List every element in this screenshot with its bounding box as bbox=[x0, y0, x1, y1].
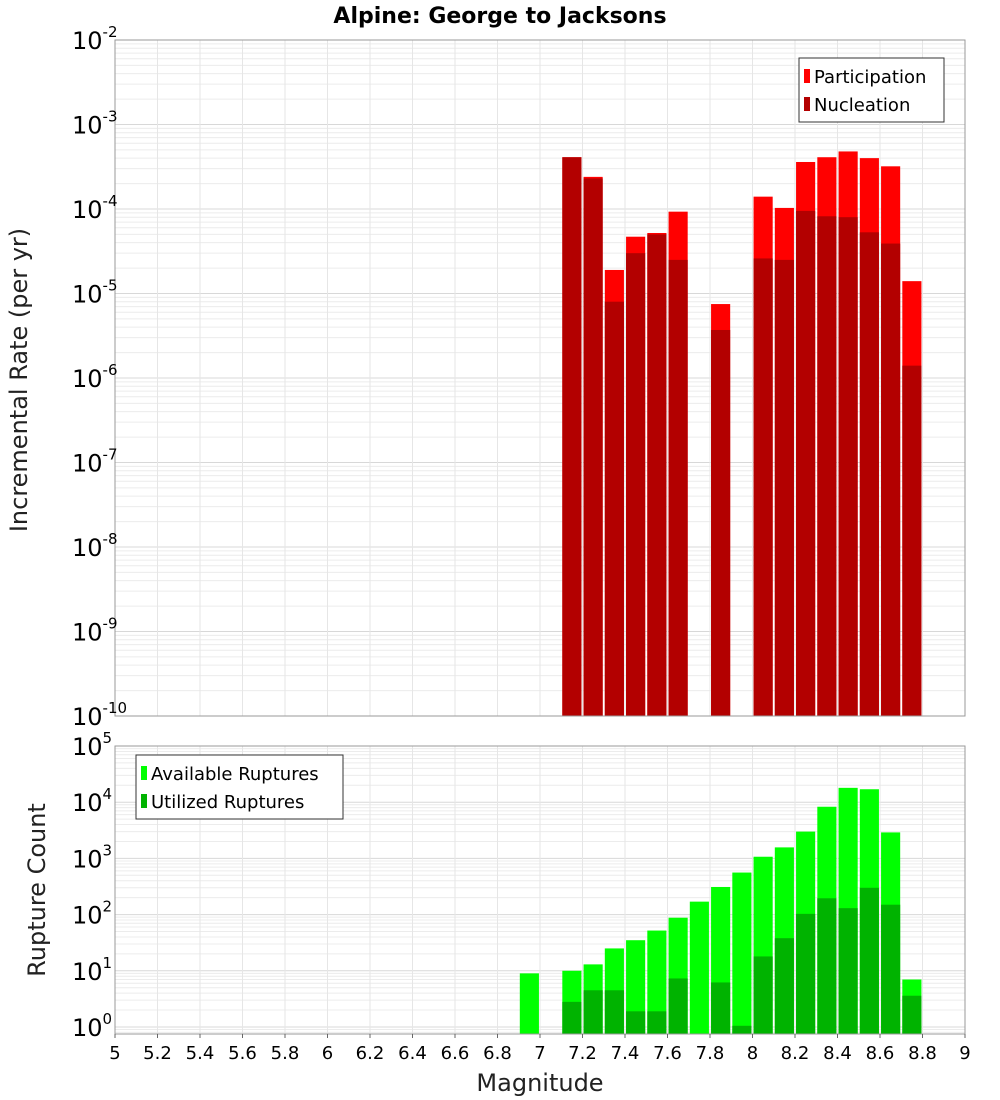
top-panel: 10-10 10-9 10-8 10-7 10-6 10-5 10-4 10-3 10-2 In… bbox=[5, 23, 966, 731]
x-tick-label: 7.4 bbox=[611, 1043, 640, 1064]
x-tick-label: 5.8 bbox=[271, 1043, 300, 1064]
utilized-ruptures-bar bbox=[796, 913, 816, 1034]
legend-swatch bbox=[141, 794, 147, 808]
legend-box bbox=[798, 57, 945, 123]
bottom-y-tick-labels: 100 101 102 103 104 105 bbox=[72, 729, 112, 1042]
x-tick-label: 6.4 bbox=[398, 1043, 427, 1064]
y-tick-label: 105 bbox=[72, 729, 112, 761]
x-tick-label: 9 bbox=[959, 1043, 970, 1064]
y-tick-label: 102 bbox=[72, 898, 112, 930]
utilized-ruptures-bar bbox=[859, 887, 879, 1034]
nucleation-bar bbox=[604, 301, 624, 716]
legend-label: Nucleation bbox=[814, 95, 910, 116]
utilized-ruptures-bar bbox=[732, 1025, 752, 1034]
utilized-ruptures-bar bbox=[562, 1001, 582, 1034]
x-tick-label: 6.8 bbox=[483, 1043, 512, 1064]
nucleation-bar bbox=[583, 178, 603, 717]
x-tick-label: 7.6 bbox=[653, 1043, 682, 1064]
y-tick-label: 10-9 bbox=[72, 615, 118, 647]
utilized-ruptures-bar bbox=[881, 904, 901, 1034]
nucleation-bar bbox=[859, 232, 879, 716]
x-axis-label: Magnitude bbox=[476, 1069, 603, 1097]
y-tick-label: 101 bbox=[72, 954, 112, 986]
available-ruptures-bar bbox=[647, 930, 667, 1034]
legend-swatch bbox=[804, 69, 810, 83]
y-tick-label: 10-2 bbox=[72, 23, 118, 55]
legend-swatch bbox=[141, 766, 147, 780]
x-tick-label: 6.6 bbox=[441, 1043, 470, 1064]
nucleation-bar bbox=[817, 216, 837, 717]
y-tick-label: 10-7 bbox=[72, 446, 118, 478]
utilized-ruptures-bar bbox=[626, 1011, 646, 1034]
y-tick-label: 104 bbox=[72, 785, 112, 817]
utilized-ruptures-bar bbox=[838, 908, 858, 1034]
available-ruptures-bar bbox=[626, 940, 646, 1034]
utilized-ruptures-bar bbox=[817, 898, 837, 1034]
x-tick-label: 8.2 bbox=[781, 1043, 810, 1064]
legend-box bbox=[135, 754, 344, 820]
y-tick-label: 10-8 bbox=[72, 530, 118, 562]
available-ruptures-bar bbox=[732, 872, 752, 1034]
utilized-ruptures-bar bbox=[774, 938, 794, 1034]
nucleation-bar bbox=[796, 210, 816, 716]
x-tick-label: 6.2 bbox=[356, 1043, 385, 1064]
nucleation-bar bbox=[881, 243, 901, 716]
nucleation-bar bbox=[711, 329, 731, 716]
top-grid bbox=[114, 40, 966, 717]
chart-title: Alpine: George to Jacksons bbox=[333, 4, 666, 29]
x-tick-label: 7 bbox=[534, 1043, 545, 1064]
x-tick-labels: 5 5.2 5.4 5.6 5.8 6 6.2 6.4 6.6 6.8 7 7.2 7.4 7.6 7.8 8… bbox=[109, 1034, 971, 1064]
y-tick-label: 10-6 bbox=[72, 361, 118, 393]
x-tick-label: 5.4 bbox=[186, 1043, 215, 1064]
nucleation-bar bbox=[647, 234, 667, 717]
y-tick-label: 100 bbox=[72, 1010, 112, 1042]
available-ruptures-bar bbox=[519, 973, 539, 1034]
bottom-bars bbox=[519, 787, 922, 1034]
x-tick-label: 5 bbox=[109, 1043, 120, 1064]
utilized-ruptures-bar bbox=[583, 990, 603, 1034]
top-legend: Participation Nucleation bbox=[798, 57, 945, 123]
nucleation-bar bbox=[626, 253, 646, 716]
y-tick-label: 10-3 bbox=[72, 108, 118, 140]
x-tick-label: 8.4 bbox=[823, 1043, 852, 1064]
legend-label: Utilized Ruptures bbox=[151, 792, 304, 813]
x-tick-label: 7.2 bbox=[568, 1043, 597, 1064]
top-y-axis-label: Incremental Rate (per yr) bbox=[5, 228, 33, 532]
y-tick-label: 10-10 bbox=[72, 699, 127, 731]
x-tick-label: 8 bbox=[747, 1043, 758, 1064]
x-tick-label: 8.8 bbox=[908, 1043, 937, 1064]
x-tick-label: 5.2 bbox=[143, 1043, 172, 1064]
utilized-ruptures-bar bbox=[711, 982, 731, 1034]
nucleation-bar bbox=[902, 365, 922, 716]
legend-label: Participation bbox=[814, 67, 926, 88]
nucleation-bar bbox=[753, 258, 773, 716]
legend-label: Available Ruptures bbox=[151, 764, 319, 785]
bottom-panel: 100 101 102 103 104 105 5 5.2 5.4 5.6 5.8 6 6.2 6.4 6… bbox=[23, 729, 971, 1097]
bottom-legend: Available Ruptures Utilized Ruptures bbox=[135, 754, 344, 820]
utilized-ruptures-bar bbox=[668, 978, 688, 1034]
nucleation-bar bbox=[838, 217, 858, 716]
top-y-tick-labels: 10-10 10-9 10-8 10-7 10-6 10-5 10-4 10-3 10-2 bbox=[72, 23, 127, 731]
x-tick-label: 8.6 bbox=[866, 1043, 895, 1064]
x-tick-label: 6 bbox=[322, 1043, 333, 1064]
top-bars bbox=[562, 151, 922, 717]
top-plot-border bbox=[114, 39, 966, 717]
legend-swatch bbox=[804, 97, 810, 111]
utilized-ruptures-bar bbox=[604, 990, 624, 1034]
utilized-ruptures-bar bbox=[647, 1011, 667, 1034]
nucleation-bar bbox=[668, 259, 688, 716]
nucleation-bar bbox=[562, 157, 582, 717]
y-tick-label: 10-4 bbox=[72, 192, 118, 224]
y-tick-label: 10-5 bbox=[72, 277, 118, 309]
utilized-ruptures-bar bbox=[902, 995, 922, 1034]
utilized-ruptures-bar bbox=[753, 956, 773, 1034]
bottom-y-axis-label: Rupture Count bbox=[23, 803, 51, 977]
y-tick-label: 103 bbox=[72, 841, 112, 873]
x-tick-label: 5.6 bbox=[228, 1043, 257, 1064]
available-ruptures-bar bbox=[689, 901, 709, 1034]
nucleation-bar bbox=[774, 259, 794, 716]
x-tick-label: 7.8 bbox=[696, 1043, 725, 1064]
